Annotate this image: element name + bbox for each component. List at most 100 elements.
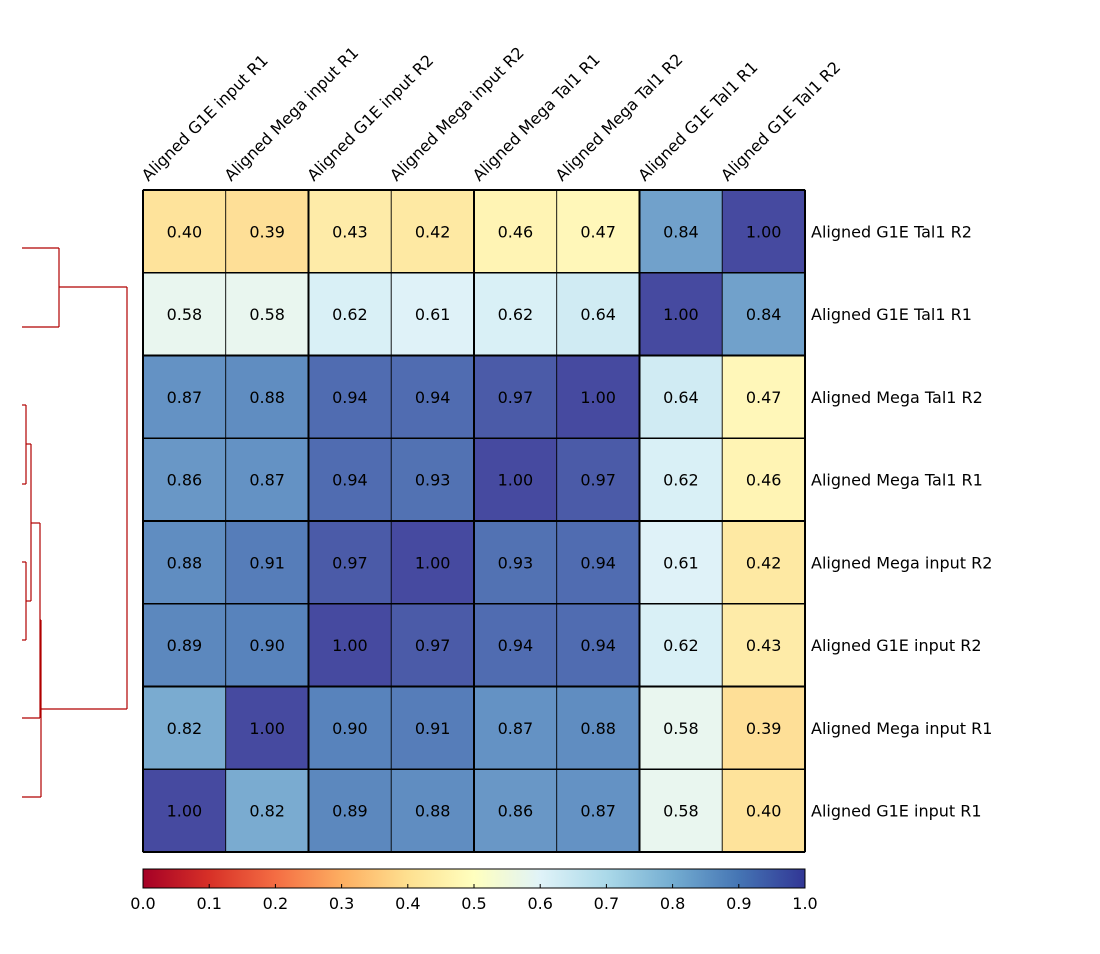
cell-value-label: 0.46 [498, 222, 534, 241]
cell-value-label: 0.89 [332, 802, 368, 821]
cell-value-label: 0.94 [580, 636, 616, 655]
heatmap-cell [721, 355, 806, 439]
cell-value-label: 0.94 [415, 388, 451, 407]
heatmap-cell [721, 686, 806, 770]
colorbar-tick-label: 0.5 [461, 894, 486, 913]
heatmap-cell [556, 272, 640, 356]
cell-value-label: 0.87 [167, 388, 203, 407]
row-label: Aligned Mega input R1 [811, 719, 992, 738]
row-label: Aligned G1E input R1 [811, 802, 982, 821]
row-label: Aligned G1E Tal1 R2 [811, 222, 972, 241]
cell-value-label: 0.42 [415, 222, 451, 241]
colorbar-tick-label: 0.4 [395, 894, 420, 913]
cell-value-label: 0.58 [663, 802, 699, 821]
cell-value-label: 0.97 [415, 636, 451, 655]
column-label: Aligned Mega input R2 [386, 43, 528, 185]
heatmap-cell [142, 686, 227, 770]
cell-value-label: 1.00 [167, 802, 203, 821]
heatmap-cell [721, 520, 806, 605]
heatmap-cell [225, 272, 309, 356]
row-labels: Aligned G1E Tal1 R2 Aligned G1E Tal1 R1 Al… [811, 222, 992, 820]
heatmap-cell [721, 768, 806, 853]
cell-value-label: 0.97 [332, 553, 368, 572]
colorbar-tick-label: 0.3 [329, 894, 354, 913]
heatmap-cell [308, 520, 392, 605]
colorbar-tick-label: 0.9 [726, 894, 751, 913]
cell-value-label: 0.62 [663, 636, 699, 655]
cell-value-label: 0.87 [249, 471, 285, 490]
cell-value-label: 0.40 [746, 802, 782, 821]
cell-value-label: 0.94 [498, 636, 534, 655]
cell-value-label: 0.39 [746, 719, 782, 738]
cell-value-label: 0.89 [167, 636, 203, 655]
heatmap-cell [308, 189, 392, 274]
cell-value-label: 1.00 [332, 636, 368, 655]
heatmap-cell [639, 768, 723, 853]
cell-value-label: 1.00 [498, 471, 534, 490]
colorbar-tick-label: 0.6 [527, 894, 552, 913]
colorbar-tick-label: 1.0 [792, 894, 817, 913]
heatmap-cell [473, 437, 558, 522]
cell-value-label: 0.61 [663, 553, 699, 572]
cell-value-label: 0.87 [498, 719, 534, 738]
cell-value-label: 1.00 [580, 388, 616, 407]
cell-value-label: 0.91 [415, 719, 451, 738]
heatmap-cell [639, 686, 723, 770]
cell-value-label: 0.40 [167, 222, 203, 241]
cell-value-label: 0.93 [415, 471, 451, 490]
colorbar-tick-label: 0.0 [130, 894, 155, 913]
heatmap-cell [639, 272, 723, 356]
cell-value-label: 0.94 [332, 388, 368, 407]
cell-value-label: 0.88 [415, 802, 451, 821]
row-label: Aligned Mega Tal1 R2 [811, 388, 983, 407]
heatmap-cell [390, 603, 475, 687]
heatmap-cell [473, 520, 558, 605]
cell-value-label: 0.82 [249, 802, 285, 821]
heatmap-cell [721, 437, 806, 522]
heatmap-cell [473, 189, 558, 274]
heatmap-cell [225, 355, 309, 439]
cell-value-label: 0.94 [332, 471, 368, 490]
cell-value-label: 0.90 [249, 636, 285, 655]
heatmap-cell [390, 355, 475, 439]
colorbar-tick-label: 0.7 [594, 894, 619, 913]
heatmap-grid [142, 189, 806, 853]
cell-value-label: 0.86 [167, 471, 203, 490]
heatmap-cell [639, 437, 723, 522]
cell-value-label: 0.64 [663, 388, 699, 407]
row-label: Aligned G1E Tal1 R1 [811, 305, 972, 324]
heatmap-cell [390, 520, 475, 605]
cell-value-label: 0.58 [167, 305, 203, 324]
cell-value-label: 1.00 [663, 305, 699, 324]
cell-value-label: 0.86 [498, 802, 534, 821]
cell-value-label: 0.58 [663, 719, 699, 738]
cell-value-label: 0.90 [332, 719, 368, 738]
heatmap-cell [308, 686, 392, 770]
heatmap-cell [473, 768, 558, 853]
cell-value-label: 0.43 [332, 222, 368, 241]
cell-value-label: 1.00 [249, 719, 285, 738]
heatmap-cell [556, 355, 640, 439]
heatmap-cell [721, 189, 806, 274]
cell-value-label: 0.62 [498, 305, 534, 324]
cell-value-label: 0.94 [580, 553, 616, 572]
cell-value-label: 1.00 [415, 553, 451, 572]
cell-value-label: 0.62 [332, 305, 368, 324]
cell-value-label: 0.46 [746, 471, 782, 490]
cell-value-label: 0.84 [746, 305, 782, 324]
row-label: Aligned Mega Tal1 R1 [811, 471, 983, 490]
row-dendrogram [22, 247, 128, 798]
heatmap-cell [308, 768, 392, 853]
cell-value-label: 0.88 [167, 553, 203, 572]
cell-value-label: 0.84 [663, 222, 699, 241]
colorbar-tick-label: 0.1 [196, 894, 221, 913]
row-label: Aligned Mega input R2 [811, 553, 992, 572]
heatmap-cell [473, 355, 558, 439]
heatmap-cell [556, 437, 640, 522]
cell-value-label: 0.93 [498, 553, 534, 572]
cell-value-label: 0.62 [663, 471, 699, 490]
cell-value-label: 0.39 [249, 222, 285, 241]
